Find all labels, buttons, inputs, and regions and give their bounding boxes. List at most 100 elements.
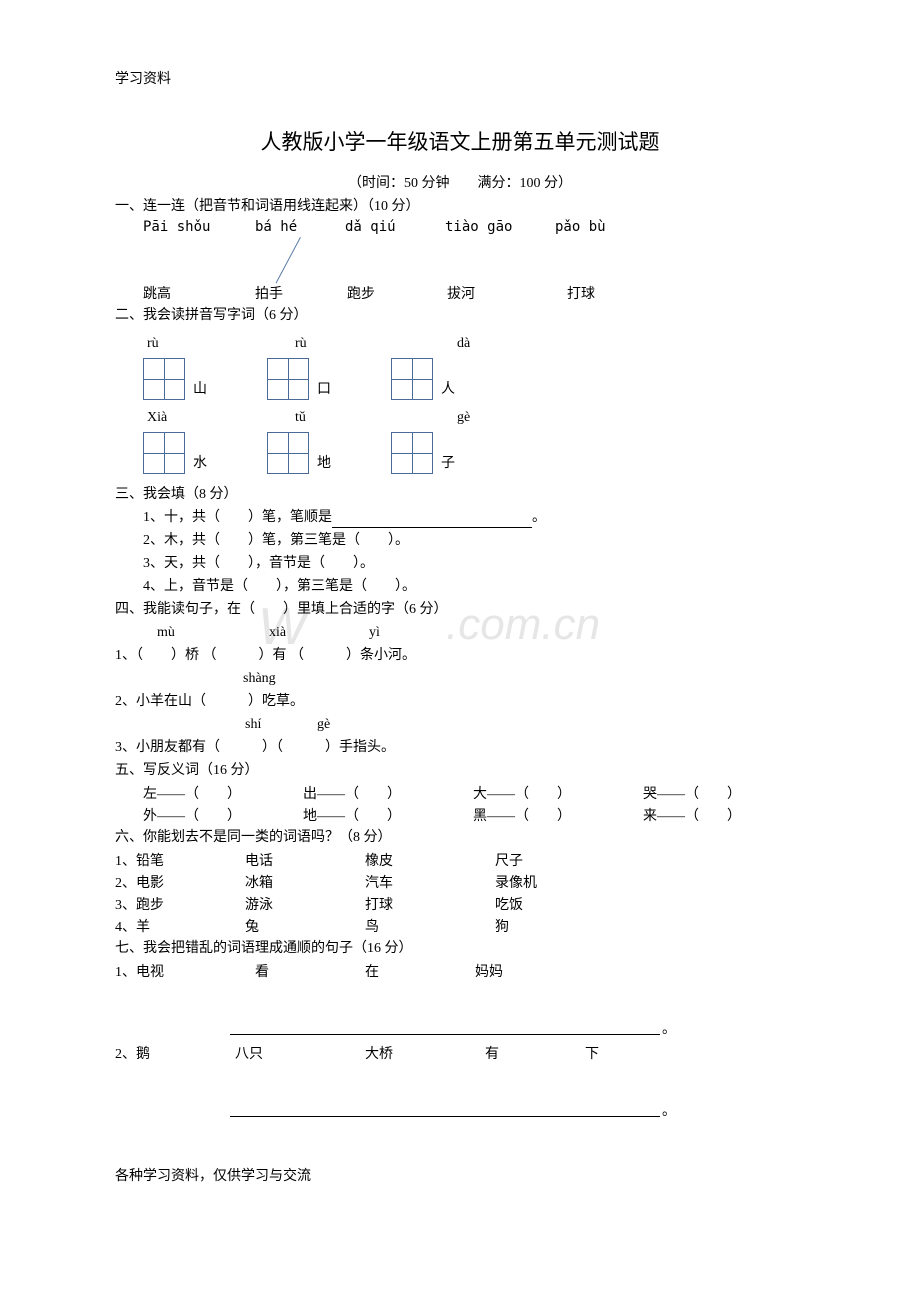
q6-c: 橡皮 <box>365 850 495 870</box>
q4-l3: 3、小朋友都有（ ）（ ）手指头。 <box>115 737 805 758</box>
footer: 各种学习资料，仅供学习与交流 <box>115 1165 805 1185</box>
q6-c: 汽车 <box>365 872 495 892</box>
q4-py1-2: yì <box>369 622 380 643</box>
q1-py-3: tiào gāo <box>445 219 555 235</box>
q3-heading: 三、我会填（8 分） <box>115 484 805 505</box>
q6-c: 1、铅笔 <box>115 850 245 870</box>
q2-py-row1: rù rù dà <box>115 336 805 352</box>
q5-r2-0: 外——（ ） <box>143 805 303 825</box>
q3-text-0: 1、十，共（ ）笔，笔顺是 <box>143 510 332 525</box>
q4-heading: 四、我能读句子，在（ ）里填上合适的字（6 分） <box>115 599 805 620</box>
answer-line-2 <box>230 1101 660 1117</box>
q7-r1: 1、电视 看 在 妈妈 <box>115 961 805 981</box>
q7-c: 2、鹅 <box>115 1043 235 1063</box>
q5-r1-0: 左——（ ） <box>143 783 303 803</box>
q1-pinyin: Pāi shǒu bá hé dǎ qiú tiào gāo pǎo bù <box>115 219 805 235</box>
q3-item-3: 4、上，音节是（ ），第三笔是（ ）。 <box>115 576 805 597</box>
q5-row2: 外——（ ） 地——（ ） 黑——（ ） 来——（ ） <box>115 805 805 825</box>
q7-c: 有 <box>485 1043 585 1063</box>
q1-py-2: dǎ qiú <box>345 219 445 235</box>
q6-c: 游泳 <box>245 894 365 914</box>
q7-c: 下 <box>585 1043 599 1063</box>
q6-r0: 1、铅笔 电话 橡皮 尺子 <box>115 850 805 870</box>
q4-py2: shàng <box>115 668 805 689</box>
q4-py3-0: shí <box>245 714 317 735</box>
q6-c: 3、跑步 <box>115 894 245 914</box>
q6-c: 录像机 <box>495 872 537 892</box>
q1-py-4: pǎo bù <box>555 219 606 235</box>
char-grid <box>143 358 185 400</box>
q5-r2-3: 来——（ ） <box>643 805 741 825</box>
q2-py-5: gè <box>457 410 470 426</box>
q5-r2-2: 黑——（ ） <box>473 805 643 825</box>
page-header: 学习资料 <box>115 68 805 88</box>
q6-heading: 六、你能划去不是同一类的词语吗？（8 分） <box>115 827 805 848</box>
q5-r1-3: 哭——（ ） <box>643 783 741 803</box>
q2-ch-5: 子 <box>441 434 455 472</box>
q7-heading: 七、我会把错乱的词语理成通顺的句子（16 分） <box>115 938 805 959</box>
match-line <box>276 237 301 283</box>
char-grid <box>391 358 433 400</box>
q1-w-4: 打球 <box>567 283 595 303</box>
q3-item-1: 2、木，共（ ）笔，第三笔是（ ）。 <box>115 530 805 551</box>
q6-c: 狗 <box>495 916 509 936</box>
q6-c: 2、电影 <box>115 872 245 892</box>
meta: （时间：50 分钟 满分：100 分） <box>115 172 805 192</box>
q2-grid-row1: 山 口 人 <box>115 358 805 400</box>
q6-c: 冰箱 <box>245 872 365 892</box>
q2-py-0: rù <box>147 336 295 352</box>
q5-row1: 左——（ ） 出——（ ） 大——（ ） 哭——（ ） <box>115 783 805 803</box>
q4-py1-0: mù <box>157 622 269 643</box>
q2-ch-4: 地 <box>317 434 331 472</box>
q2-grid-row2: 水 地 子 <box>115 432 805 474</box>
q7-c: 看 <box>255 961 365 981</box>
q6-c: 鸟 <box>365 916 495 936</box>
q1-w-1: 拍手 <box>255 283 347 303</box>
q5-r1-1: 出——（ ） <box>303 783 473 803</box>
q1-heading: 一、连一连（把音节和词语用线连起来）（10 分） <box>115 196 805 217</box>
q4-l1: 1、（ ）桥 （ ）有 （ ）条小河。 <box>115 645 805 666</box>
q6-c: 4、羊 <box>115 916 245 936</box>
title: 人教版小学一年级语文上册第五单元测试题 <box>115 126 805 156</box>
q4-py3: shí gè <box>115 714 805 735</box>
q1-w-3: 拔河 <box>447 283 567 303</box>
q2-ch-2: 人 <box>441 360 455 398</box>
q5-r2-1: 地——（ ） <box>303 805 473 825</box>
q4-l2: 2、小羊在山（ ）吃草。 <box>115 691 805 712</box>
q2-ch-0: 山 <box>193 360 207 398</box>
q4-py1: mù xià yì <box>115 622 805 643</box>
q7-c: 妈妈 <box>475 961 503 981</box>
q6-c: 打球 <box>365 894 495 914</box>
q6-r1: 2、电影 冰箱 汽车 录像机 <box>115 872 805 892</box>
q7-r2: 2、鹅 八只 大桥 有 下 <box>115 1043 805 1063</box>
q7-c: 1、电视 <box>115 961 255 981</box>
q2-ch-3: 水 <box>193 434 207 472</box>
q2-ch-1: 口 <box>317 360 331 398</box>
q6-c: 兔 <box>245 916 365 936</box>
char-grid <box>391 432 433 474</box>
q1-w-2: 跑步 <box>347 283 447 303</box>
q6-c: 尺子 <box>495 850 523 870</box>
q4-py3-1: gè <box>317 714 330 735</box>
q2-py-1: rù <box>295 336 457 352</box>
char-grid <box>143 432 185 474</box>
q5-heading: 五、写反义词（16 分） <box>115 760 805 781</box>
char-grid <box>267 358 309 400</box>
q2-py-row2: Xià tǔ gè <box>115 410 805 426</box>
q2-py-4: tǔ <box>295 410 457 426</box>
q6-r3: 4、羊 兔 鸟 狗 <box>115 916 805 936</box>
q4-py1-1: xià <box>269 622 369 643</box>
q1-words: 跳高 拍手 跑步 拔河 打球 <box>115 283 805 303</box>
q1-py-0: Pāi shǒu <box>143 219 255 235</box>
answer-line-1 <box>230 1019 660 1035</box>
q6-c: 电话 <box>245 850 365 870</box>
q5-r1-2: 大——（ ） <box>473 783 643 803</box>
q2-heading: 二、我会读拼音写字词（6 分） <box>115 305 805 326</box>
q2-py-2: dà <box>457 336 470 352</box>
q3-item-0: 1、十，共（ ）笔，笔顺是。 <box>115 507 805 528</box>
q3-item-2: 3、天，共（ ），音节是（ ）。 <box>115 553 805 574</box>
q1-w-0: 跳高 <box>143 283 255 303</box>
q7-c: 在 <box>365 961 475 981</box>
q7-c: 大桥 <box>365 1043 485 1063</box>
q2-py-3: Xià <box>147 410 295 426</box>
